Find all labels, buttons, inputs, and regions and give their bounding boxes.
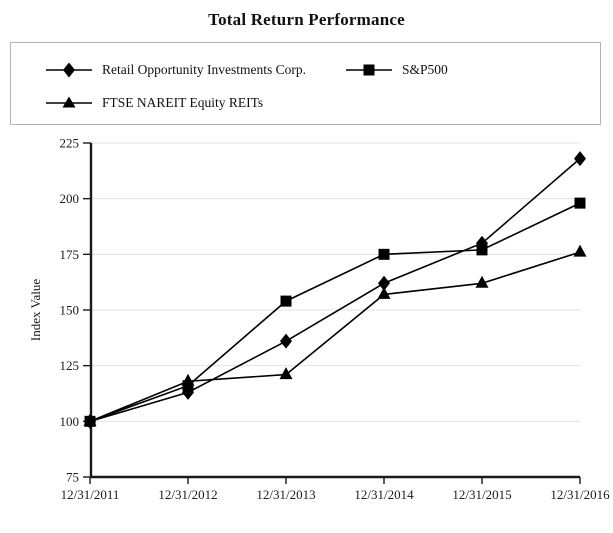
x-tick-label: 12/31/2012 [158, 487, 217, 502]
diamond-marker-icon [574, 151, 586, 167]
diamond-marker-icon [46, 62, 92, 78]
triangle-marker-icon [475, 275, 489, 288]
legend-label-sp500: S&P500 [402, 62, 448, 77]
diamond-marker-icon [84, 413, 96, 429]
diamond-marker-icon [378, 275, 390, 291]
y-tick-label: 175 [60, 247, 80, 262]
x-tick-label: 12/31/2015 [452, 487, 511, 502]
triangle-marker-icon [279, 367, 293, 380]
y-tick-label: 150 [60, 303, 80, 318]
diamond-marker-icon [476, 235, 488, 251]
line-chart: 75 100 125 150 175 200 225 12/31/2011 12/31/2012… [28, 136, 610, 503]
triangle-marker-icon [377, 286, 391, 299]
chart-title: Total Return Performance [208, 10, 405, 29]
series-line [89, 251, 581, 423]
legend-label-roic: Retail Opportunity Investments Corp. [102, 62, 306, 77]
legend-item-nareit: FTSE NAREIT Equity REITs [46, 94, 263, 112]
square-marker-icon [280, 295, 292, 307]
series-line [89, 202, 581, 423]
y-tick-label: 225 [60, 136, 80, 151]
x-tick-label: 12/31/2016 [550, 487, 610, 502]
y-tick-label: 125 [60, 358, 80, 373]
y-tick-label: 75 [66, 470, 79, 485]
y-tick-label: 100 [60, 414, 80, 429]
square-marker-icon [574, 197, 586, 209]
y-tick-label: 200 [60, 191, 80, 206]
square-marker-icon [378, 248, 390, 260]
legend-label-nareit: FTSE NAREIT Equity REITs [102, 95, 264, 110]
legend: Retail Opportunity Investments Corp. S&P… [10, 42, 601, 125]
legend-row: Retail Opportunity Investments Corp. S&P… [11, 61, 600, 79]
legend-item-sp500: S&P500 [346, 61, 448, 79]
diamond-marker-icon [182, 384, 194, 400]
legend-row: FTSE NAREIT Equity REITs [11, 94, 600, 112]
x-tick-label: 12/31/2013 [256, 487, 315, 502]
legend-item-roic: Retail Opportunity Investments Corp. [46, 61, 306, 79]
y-axis-title: Index Value [28, 279, 43, 341]
triangle-marker-icon [573, 244, 587, 257]
x-tick-label: 12/31/2014 [354, 487, 414, 502]
series-line [89, 157, 581, 423]
diamond-marker-icon [280, 333, 292, 349]
x-tick-label: 12/31/2011 [61, 487, 120, 502]
triangle-marker-icon [46, 96, 92, 108]
square-marker-icon [346, 64, 392, 76]
